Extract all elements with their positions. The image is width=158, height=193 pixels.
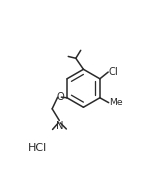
Text: HCl: HCl (28, 143, 48, 153)
Text: N: N (55, 121, 63, 131)
Text: O: O (56, 92, 64, 102)
Text: Me: Me (109, 98, 123, 107)
Text: Cl: Cl (109, 67, 118, 77)
